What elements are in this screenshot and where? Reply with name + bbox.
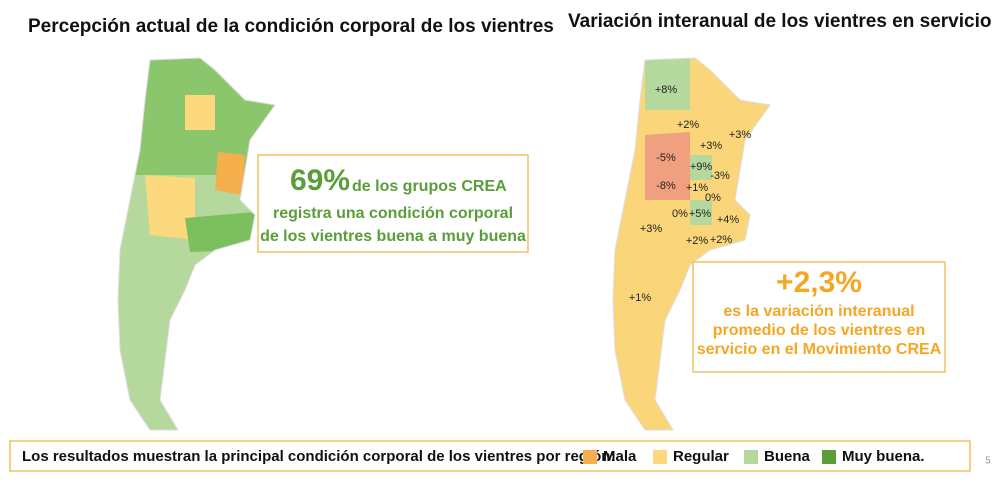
legend-label: Muy buena. [842, 448, 925, 465]
region-label: +3% [640, 223, 663, 235]
legend-swatch [653, 450, 667, 464]
region-label: +2% [686, 235, 709, 247]
region-label: +8% [655, 84, 678, 96]
legend-label: Regular [673, 448, 729, 465]
region-label: -8% [656, 180, 676, 192]
page-number: 5 [985, 456, 991, 467]
left-callout [257, 154, 529, 253]
legend-box [9, 440, 971, 472]
region-label: +1% [686, 182, 709, 194]
right-callout [692, 261, 946, 373]
region-label: +9% [690, 161, 713, 173]
region-labels: +8%+2%+3%+3%-5%+9%-3%-8% +1%0%0% +5% +4%+3%… [629, 84, 752, 304]
right-title: Variación interanual de los vientres en … [568, 11, 991, 32]
callout-text: promedio de los vientres en [713, 322, 926, 339]
region-label: +3% [700, 140, 723, 152]
region-label: +3% [729, 129, 752, 141]
region-label: +2% [710, 234, 733, 246]
legend-text: Los resultados muestran la principal con… [22, 448, 615, 465]
legend-label: Mala [603, 448, 637, 465]
callout-text: registra una condición corporal [273, 205, 513, 222]
region-label: +2% [677, 119, 700, 131]
region-label: -3% [710, 170, 730, 182]
callout-text: es la variación interanual [723, 303, 914, 320]
legend-swatch [583, 450, 597, 464]
callout-highlight: +2,3% [776, 266, 862, 299]
legend-swatch [744, 450, 758, 464]
callout-text: de los grupos CREA [352, 178, 507, 195]
legend: Mala Regular Buena Muy buena. [583, 448, 925, 465]
region-label: 0% [672, 208, 688, 220]
region-label: +5% [689, 208, 712, 220]
callout-text: servicio en el Movimiento CREA [697, 341, 942, 358]
callout-text: de los vientres buena a muy buena [260, 228, 526, 245]
right-map [612, 57, 771, 431]
region-label: 0% [705, 192, 721, 204]
callout-highlight: 69% [290, 164, 350, 197]
left-title: Percepción actual de la condición corpor… [28, 16, 554, 37]
region-label: +4% [717, 214, 740, 226]
region-label: +1% [629, 292, 652, 304]
region-label: -5% [656, 152, 676, 164]
legend-swatch [822, 450, 836, 464]
legend-label: Buena [764, 448, 811, 465]
